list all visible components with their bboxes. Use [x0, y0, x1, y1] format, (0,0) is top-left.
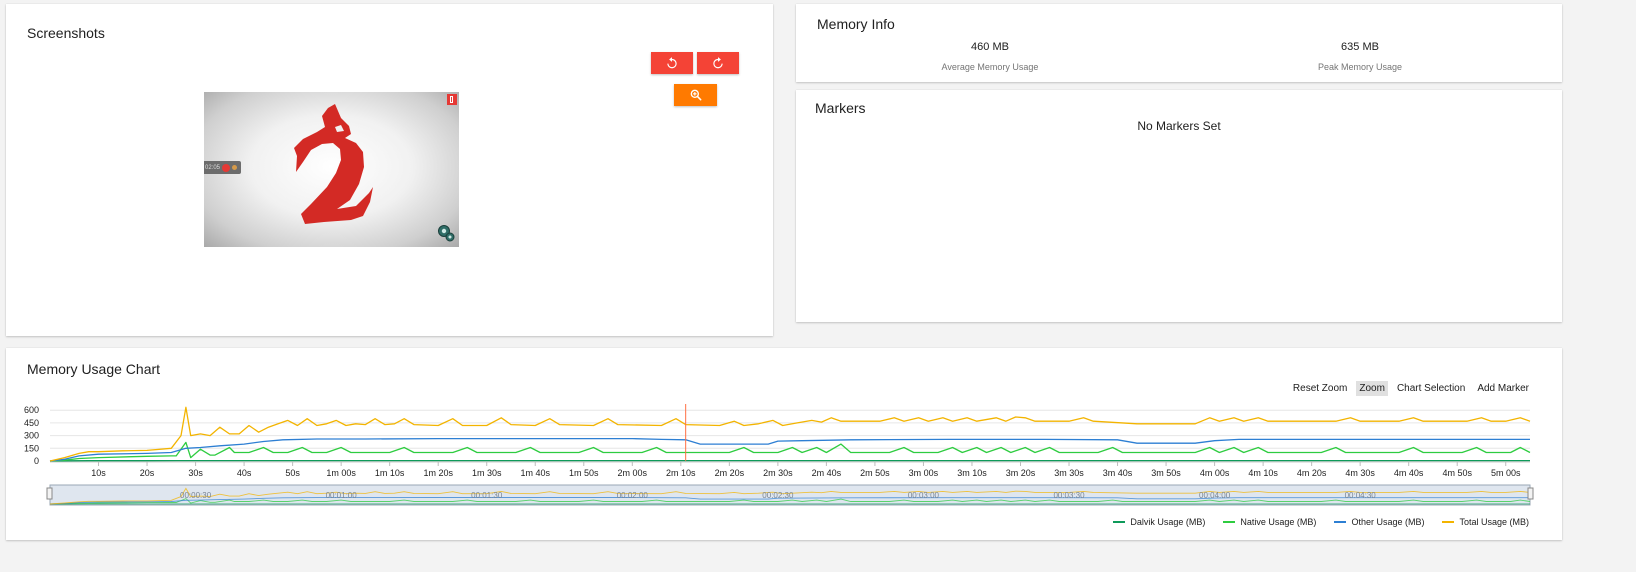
navigator-time-label: 00:02:30	[762, 491, 794, 500]
legend-label-total: Total Usage (MB)	[1459, 517, 1529, 527]
average-memory-label: Average Memory Usage	[941, 62, 1039, 72]
x-tick-label: 4m 20s	[1297, 468, 1327, 478]
navigator-time-label: 00:03:30	[1053, 491, 1085, 500]
legend-item-total[interactable]: Total Usage (MB)	[1442, 517, 1529, 527]
x-tick-label: 10s	[91, 468, 106, 478]
reset-zoom-button[interactable]: Reset Zoom	[1292, 383, 1348, 394]
y-tick-label: 450	[24, 418, 39, 428]
x-tick-label: 4m 00s	[1200, 468, 1230, 478]
average-memory-value: 460 MB	[971, 41, 1009, 53]
pause-icon	[232, 165, 238, 170]
navigator-handle-left[interactable]	[46, 487, 53, 500]
x-tick-label: 2m 10s	[666, 468, 696, 478]
chart-toolbar: Reset Zoom Zoom Chart Selection Add Mark…	[1290, 381, 1532, 396]
memory-usage-chart-card: Memory Usage Chart Reset Zoom Zoom Chart…	[6, 348, 1562, 540]
legend-swatch-dalvik	[1113, 521, 1126, 523]
x-tick-label: 3m 50s	[1151, 468, 1181, 478]
legend-label-dalvik: Dalvik Usage (MB)	[1130, 517, 1206, 527]
x-tick-label: 2m 30s	[763, 468, 793, 478]
x-tick-label: 2m 00s	[618, 468, 648, 478]
y-tick-label: 300	[24, 431, 39, 441]
x-tick-label: 30s	[188, 468, 203, 478]
x-tick-label: 3m 20s	[1006, 468, 1036, 478]
x-tick-label: 2m 50s	[860, 468, 890, 478]
x-tick-label: 1m 20s	[423, 468, 453, 478]
x-tick-label: 2m 40s	[812, 468, 842, 478]
x-tick-label: 1m 40s	[520, 468, 550, 478]
memory-info-card: Memory Info 460 MB Average Memory Usage …	[796, 4, 1562, 82]
x-tick-label: 50s	[285, 468, 300, 478]
rotate-left-button[interactable]	[651, 52, 693, 74]
add-marker-button[interactable]: Add Marker	[1477, 383, 1529, 394]
x-tick-label: 5m 00s	[1491, 468, 1521, 478]
x-tick-label: 1m 50s	[569, 468, 599, 478]
zoom-button[interactable]: Zoom	[1356, 381, 1388, 396]
peak-memory-stat: 635 MB Peak Memory Usage	[1240, 41, 1480, 72]
x-tick-label: 20s	[140, 468, 155, 478]
series-line-other[interactable]	[49, 437, 1530, 462]
series-line-native[interactable]	[49, 441, 1531, 462]
navigator-line-total	[49, 487, 1531, 505]
rotate-counterclockwise-icon	[667, 57, 677, 69]
navigator-time-label: 00:03:00	[908, 491, 940, 500]
x-tick-label: 1m 30s	[472, 468, 502, 478]
peak-memory-label: Peak Memory Usage	[1317, 62, 1403, 72]
legend-label-other: Other Usage (MB)	[1351, 517, 1425, 527]
x-tick-label: 4m 10s	[1248, 468, 1278, 478]
overlay-time: 02:05	[205, 164, 221, 171]
legend-item-dalvik[interactable]: Dalvik Usage (MB)	[1113, 517, 1205, 527]
zoom-in-icon	[690, 89, 701, 101]
stop-recording-icon[interactable]	[447, 94, 457, 105]
screenshots-title: Screenshots	[27, 25, 105, 41]
y-tick-label: 150	[24, 443, 39, 453]
zoom-screenshot-button[interactable]	[674, 84, 717, 106]
x-tick-label: 4m 40s	[1394, 468, 1424, 478]
x-tick-label: 4m 50s	[1442, 468, 1472, 478]
x-tick-label: 4m 30s	[1345, 468, 1375, 478]
chart-legend: Dalvik Usage (MB) Native Usage (MB) Othe…	[1113, 517, 1529, 527]
x-tick-label: 2m 20s	[715, 468, 745, 478]
x-tick-label: 3m 30s	[1054, 468, 1084, 478]
x-tick-label: 3m 00s	[909, 468, 939, 478]
rotate-clockwise-icon	[713, 57, 723, 69]
record-stop-icon	[222, 163, 231, 172]
navigator-handle-right[interactable]	[1527, 487, 1534, 500]
navigator-time-label: 00:01:00	[326, 491, 358, 500]
app-screenshot-image[interactable]: 02:05	[204, 92, 459, 247]
no-markers-message: No Markers Set	[1137, 119, 1221, 133]
peak-memory-value: 635 MB	[1341, 41, 1379, 53]
navigator-line-native	[49, 498, 1531, 505]
chart-selection-button[interactable]: Chart Selection	[1396, 383, 1466, 394]
x-tick-label: 40s	[237, 468, 252, 478]
y-tick-label: 0	[34, 456, 39, 466]
legend-swatch-total	[1442, 521, 1455, 523]
x-tick-label: 3m 40s	[1103, 468, 1133, 478]
legend-item-other[interactable]: Other Usage (MB)	[1334, 517, 1424, 527]
screenshots-card: Screenshots 02:05	[6, 4, 773, 336]
navigator-time-label: 00:00:30	[180, 491, 212, 500]
rotate-right-button[interactable]	[697, 52, 739, 74]
average-memory-stat: 460 MB Average Memory Usage	[870, 41, 1110, 72]
chart-title: Memory Usage Chart	[27, 361, 161, 377]
legend-swatch-native	[1223, 521, 1236, 523]
memory-info-title: Memory Info	[817, 16, 895, 32]
x-tick-label: 1m 00s	[326, 468, 356, 478]
settings-gear-icon	[438, 225, 455, 242]
x-tick-label: 1m 10s	[375, 468, 405, 478]
navigator-time-label: 00:04:00	[1199, 491, 1231, 500]
legend-swatch-other	[1334, 521, 1347, 523]
navigator-time-label: 00:01:30	[471, 491, 503, 500]
recording-overlay: 02:05	[204, 161, 241, 174]
navigator-time-label: 00:02:00	[617, 491, 649, 500]
x-tick-label: 3m 10s	[957, 468, 987, 478]
legend-item-native[interactable]: Native Usage (MB)	[1223, 517, 1316, 527]
markers-title: Markers	[815, 100, 866, 116]
markers-card: Markers No Markers Set	[796, 90, 1562, 322]
y-tick-label: 600	[24, 405, 39, 415]
red-numeral-two-graphic	[294, 104, 373, 224]
navigator-time-label: 00:04:30	[1345, 491, 1377, 500]
memory-usage-chart[interactable]: 0 150 300 450 600 10s 20s 30s 40s 50s 1m 00s 1m 10s…	[6, 348, 1562, 540]
navigator-line-other	[49, 497, 1530, 505]
legend-label-native: Native Usage (MB)	[1240, 517, 1317, 527]
